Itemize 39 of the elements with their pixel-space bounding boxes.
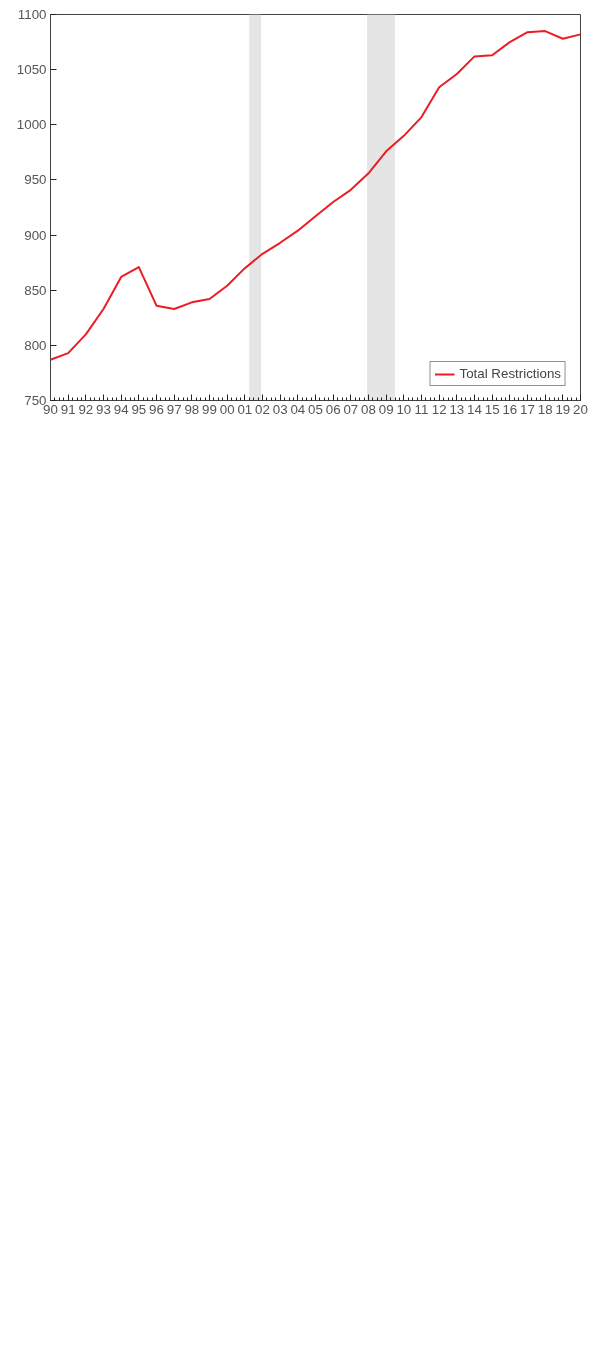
x-tick-label: 99 <box>202 401 217 417</box>
y-tick-label: 1100 <box>17 7 47 22</box>
x-tick-label: 17 <box>520 401 535 417</box>
x-tick-label: 05 <box>308 401 323 417</box>
x-tick-label: 02 <box>255 401 270 417</box>
x-tick-label: 13 <box>449 401 465 417</box>
x-tick-label: 20 <box>573 401 588 417</box>
x-tick-label: 98 <box>184 401 200 417</box>
x-tick-label: 91 <box>60 401 76 417</box>
y-tick-label: 1000 <box>16 117 47 133</box>
x-tick-label: 92 <box>78 401 94 417</box>
x-tick-label: 11 <box>414 401 429 417</box>
x-tick-label: 12 <box>431 401 447 417</box>
x-tick-label: 95 <box>131 401 147 417</box>
y-tick-label: 800 <box>24 337 47 353</box>
x-tick-label: 93 <box>96 401 111 417</box>
x-tick-label: 10 <box>396 401 412 417</box>
x-tick-label: 04 <box>290 401 306 417</box>
x-tick-label: 16 <box>502 401 518 417</box>
x-tick-label: 97 <box>166 401 182 417</box>
x-tick-label: 94 <box>113 401 130 417</box>
x-tick-label: 15 <box>484 401 500 417</box>
x-tick-label: 09 <box>378 401 394 417</box>
x-tick-label: 06 <box>325 401 341 417</box>
x-tick-label: 03 <box>272 401 288 417</box>
x-tick-label: 08 <box>361 401 376 417</box>
y-tick-label: 850 <box>24 282 47 298</box>
x-tick-label: 00 <box>219 401 235 417</box>
x-tick-label: 01 <box>237 401 253 417</box>
x-tick-label: 14 <box>467 401 483 417</box>
x-tick-label: 07 <box>343 401 359 417</box>
line-series <box>50 30 581 361</box>
x-tick-label: 19 <box>555 401 571 417</box>
x-tick-label: 96 <box>149 401 164 417</box>
y-tick-label: 900 <box>24 227 47 243</box>
y-tick-label: 1050 <box>16 62 47 78</box>
y-tick-label: 950 <box>24 172 47 188</box>
legend-label: Total Restrictions <box>459 366 561 381</box>
x-tick-label: 18 <box>537 401 553 417</box>
